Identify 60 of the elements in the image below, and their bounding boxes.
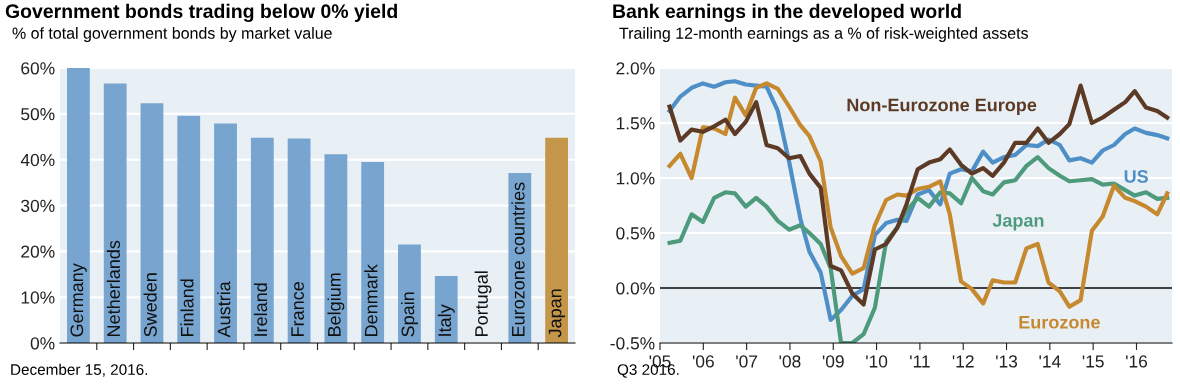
x-tick-label: '11 bbox=[910, 355, 930, 368]
y-tick-label: 2.0% bbox=[616, 62, 655, 75]
x-tick-label: France bbox=[291, 282, 304, 336]
bar bbox=[545, 137, 569, 343]
x-tick-label: Italy bbox=[437, 304, 455, 336]
x-tick-label: '14 bbox=[1039, 355, 1061, 368]
line-series bbox=[667, 155, 1170, 343]
x-tick-label: Portugal bbox=[474, 271, 492, 336]
x-tick-label: '09 bbox=[822, 355, 844, 368]
x-tick-label: Spain bbox=[401, 292, 418, 337]
y-tick-label: 60% bbox=[21, 62, 55, 75]
chart-subtitle: Trailing 12-month earnings as a % of risk-weighted assets bbox=[619, 27, 1028, 42]
x-tick-label: '08 bbox=[779, 355, 801, 368]
x-tick-label: Japan bbox=[548, 289, 566, 338]
y-tick-label: 0% bbox=[30, 337, 55, 350]
x-tick-label: Denmark bbox=[364, 264, 378, 336]
x-tick-label: Belgium bbox=[327, 273, 345, 336]
x-tick-label: '16 bbox=[1126, 355, 1148, 368]
bar bbox=[361, 161, 385, 343]
chart-title: Bank earnings in the developed world bbox=[613, 3, 961, 22]
bar bbox=[324, 154, 348, 343]
y-tick-label: 30% bbox=[21, 199, 55, 212]
y-tick-label: 20% bbox=[21, 245, 55, 258]
series-label: US bbox=[1124, 170, 1148, 183]
y-tick-label: 10% bbox=[21, 291, 55, 304]
x-tick-label: Finland bbox=[180, 279, 194, 336]
x-tick-label: '12 bbox=[952, 355, 974, 368]
bar bbox=[250, 137, 274, 343]
x-tick-label: '07 bbox=[736, 355, 758, 368]
x-tick-label: '10 bbox=[866, 355, 888, 368]
y-tick-label: 50% bbox=[21, 108, 55, 121]
series-label: Japan bbox=[992, 214, 1044, 231]
x-tick-label: '13 bbox=[996, 355, 1018, 368]
bar bbox=[287, 138, 311, 343]
x-tick-label: Austria bbox=[217, 281, 231, 338]
x-tick-label: '06 bbox=[692, 355, 714, 368]
chart-title: Government bonds trading below 0% yield bbox=[5, 3, 397, 22]
y-tick-label: 1.0% bbox=[616, 172, 655, 185]
x-tick-label: Eurozone countries bbox=[511, 182, 525, 336]
bar bbox=[434, 276, 458, 343]
series-label: Eurozone bbox=[1019, 316, 1100, 329]
bar bbox=[214, 123, 237, 343]
x-tick-label: Sweden bbox=[143, 273, 157, 337]
x-tick-label: Germany bbox=[70, 263, 87, 337]
x-tick-label: Netherlands bbox=[106, 240, 121, 336]
y-tick-label: 40% bbox=[20, 153, 55, 167]
y-tick-label: 0.0% bbox=[616, 282, 655, 295]
bar bbox=[66, 68, 90, 343]
x-tick-label: Ireland bbox=[253, 283, 268, 336]
chart-subtitle: % of total government bonds by market value bbox=[12, 27, 332, 42]
bar bbox=[140, 103, 164, 343]
series-label: Non-Eurozone Europe bbox=[847, 98, 1037, 115]
bar bbox=[398, 244, 421, 343]
y-tick-label: -0.5% bbox=[610, 337, 655, 350]
bar bbox=[177, 115, 201, 343]
y-tick-label: 1.5% bbox=[616, 117, 655, 130]
bar bbox=[103, 83, 127, 343]
text: December 15, 2016. bbox=[11, 363, 148, 377]
y-tick-label: 0.5% bbox=[616, 227, 655, 240]
x-tick-label: '15 bbox=[1082, 355, 1104, 368]
